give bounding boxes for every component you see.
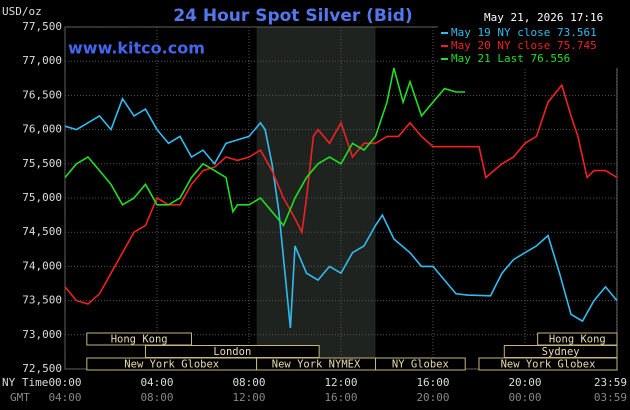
y-tick-label: 74,500 bbox=[22, 225, 62, 238]
y-tick-label: 77,500 bbox=[22, 20, 62, 33]
timestamp: May 21, 2026 17:16 bbox=[484, 11, 603, 24]
session-box bbox=[86, 332, 192, 346]
x2-tick-label: 20:00 bbox=[416, 391, 449, 404]
session-label: New York NYMEX bbox=[272, 359, 361, 371]
legend-label: May 21 Last 76.556 bbox=[451, 52, 570, 65]
legend-label: May 19 NY close 73.561 bbox=[451, 26, 597, 39]
x2-tick-label: 00:00 bbox=[508, 391, 541, 404]
y-tick-label: 74,000 bbox=[22, 259, 62, 272]
session-label: NY Globex bbox=[392, 359, 449, 371]
x-tick-label: 08:00 bbox=[232, 376, 265, 389]
y-tick-label: 76,500 bbox=[22, 88, 62, 101]
session-label: New York Globex bbox=[501, 359, 596, 371]
x-tick-label: 16:00 bbox=[416, 376, 449, 389]
y-tick-label: 73,500 bbox=[22, 294, 62, 307]
y-tick-label: 77,000 bbox=[22, 54, 62, 67]
chart-title: 24 Hour Spot Silver (Bid) bbox=[173, 6, 412, 26]
x-axis-label: NY Time bbox=[2, 376, 48, 389]
session-label: Hong Kong bbox=[549, 334, 606, 346]
y-tick-label: 73,000 bbox=[22, 328, 62, 341]
x2-tick-label: 08:00 bbox=[140, 391, 173, 404]
session-label: Sydney bbox=[542, 346, 580, 358]
y-tick-label: 76,000 bbox=[22, 123, 62, 136]
y-tick-label: 75,000 bbox=[22, 191, 62, 204]
x2-tick-label: 16:00 bbox=[324, 391, 357, 404]
x-tick-label: 23:59 bbox=[594, 376, 627, 389]
session-label: Hong Kong bbox=[111, 334, 168, 346]
x2-axis-label: GMT bbox=[10, 391, 30, 404]
y-unit: USD/oz bbox=[2, 5, 42, 18]
x-tick-label: 20:00 bbox=[508, 376, 541, 389]
shaded-region bbox=[256, 27, 376, 369]
x2-tick-label: 12:00 bbox=[232, 391, 265, 404]
session-label: London bbox=[213, 346, 251, 358]
x-tick-label: 04:00 bbox=[140, 376, 173, 389]
session-box bbox=[375, 357, 466, 371]
series-line bbox=[64, 83, 618, 305]
series-line bbox=[64, 67, 466, 227]
legend-label: May 20 NY close 75.745 bbox=[451, 39, 597, 52]
session-label: New York Globex bbox=[124, 359, 219, 371]
legend-box bbox=[438, 26, 620, 68]
y-tick-label: 72,500 bbox=[22, 362, 62, 375]
x2-tick-label: 04:00 bbox=[48, 391, 81, 404]
x2-tick-label: 03:59 bbox=[594, 391, 627, 404]
x-tick-label: 00:00 bbox=[48, 376, 81, 389]
x-tick-label: 12:00 bbox=[324, 376, 357, 389]
y-tick-label: 75,500 bbox=[22, 157, 62, 170]
session-box bbox=[478, 357, 618, 371]
watermark: www.kitco.com bbox=[68, 39, 205, 58]
series-line bbox=[64, 97, 618, 329]
